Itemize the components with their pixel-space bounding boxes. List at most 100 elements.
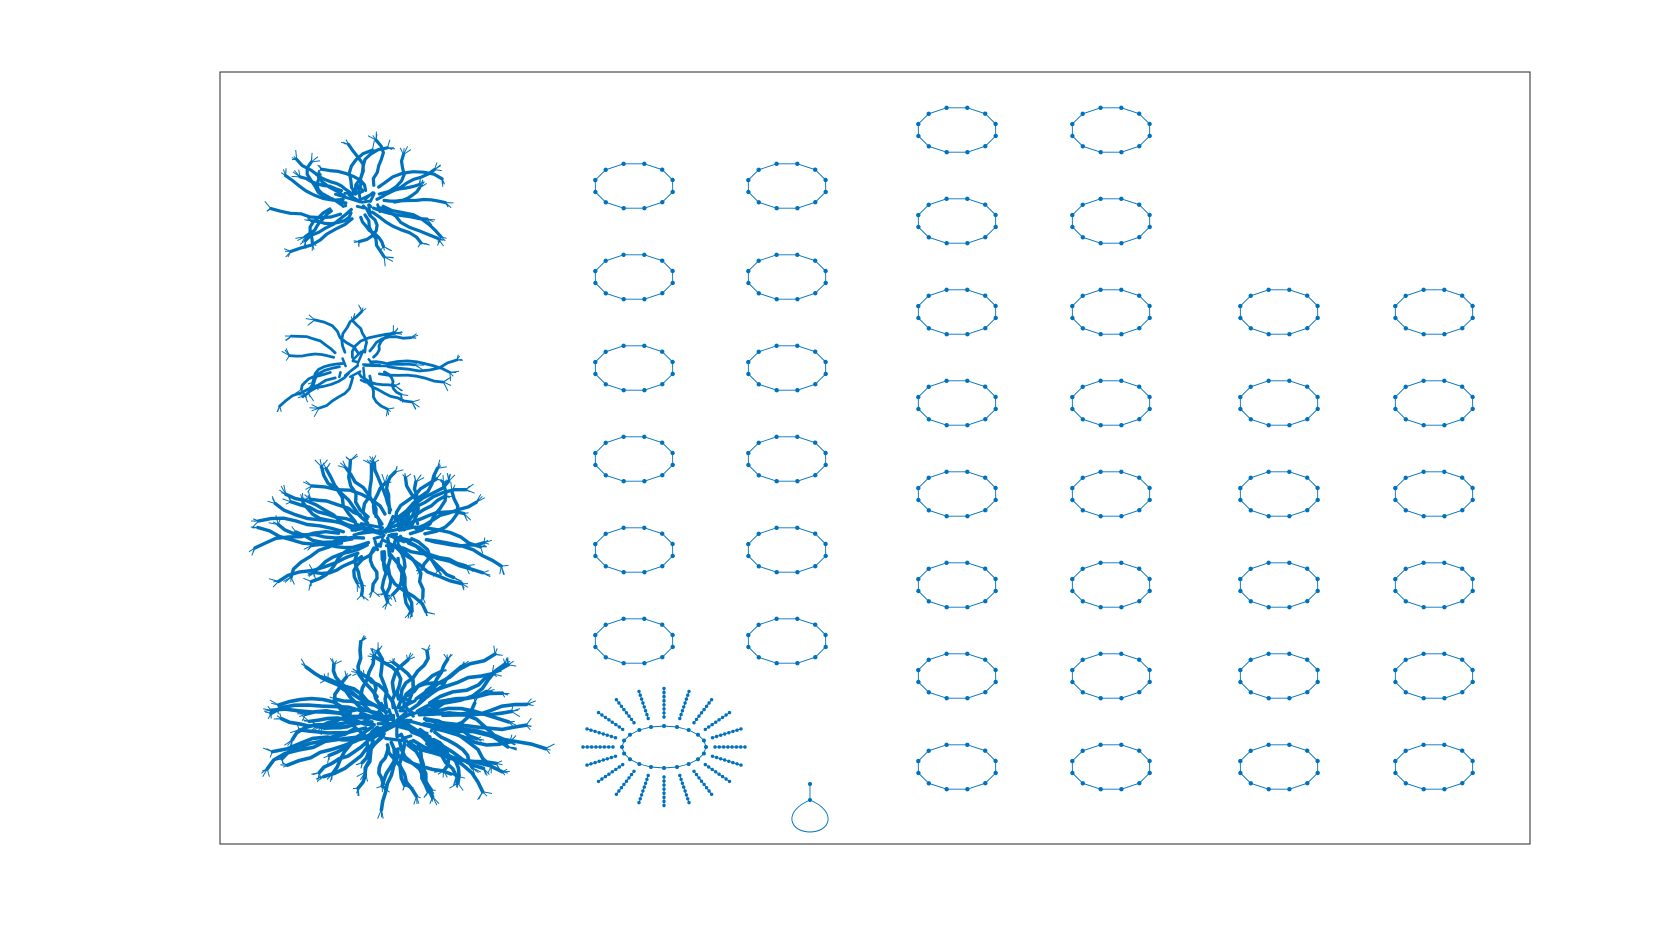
tree-branch xyxy=(371,138,385,187)
graph-node xyxy=(1470,667,1475,673)
graph-node xyxy=(603,291,608,296)
graph-node xyxy=(1080,202,1085,207)
tip-edge xyxy=(326,773,333,780)
graph-node xyxy=(1119,196,1124,201)
cycle-graph xyxy=(1070,196,1152,246)
graph-node xyxy=(1266,742,1271,747)
graph-node xyxy=(1266,469,1271,474)
branch-tip xyxy=(319,673,326,680)
graph-node xyxy=(642,785,646,789)
core-edge xyxy=(367,358,375,367)
graph-node xyxy=(597,731,601,735)
tree-branch xyxy=(363,213,386,259)
graph-node xyxy=(774,616,779,621)
branch-tip xyxy=(307,571,317,580)
tree-branch xyxy=(371,206,429,221)
graph-node xyxy=(1315,497,1320,503)
tip-edge xyxy=(371,140,375,151)
graph-node xyxy=(727,759,731,763)
graph-node xyxy=(1080,111,1085,117)
graph-node xyxy=(603,349,608,354)
graph-node xyxy=(662,711,666,715)
tip-edge xyxy=(337,465,347,469)
graph-node xyxy=(641,701,645,705)
tip-edge xyxy=(381,473,386,484)
tip-edge xyxy=(439,480,444,485)
tip-edge xyxy=(310,156,319,163)
branch-tip xyxy=(394,382,403,392)
graph-node xyxy=(1147,315,1152,321)
graph-node xyxy=(1119,560,1124,565)
tip-edge xyxy=(282,169,286,176)
tip-edge xyxy=(307,491,312,500)
graph-node xyxy=(916,485,921,491)
graph-node xyxy=(1137,508,1142,513)
tip-edge xyxy=(312,243,317,246)
branch-tip xyxy=(443,653,453,660)
branch-tip xyxy=(463,512,472,522)
graph-node xyxy=(619,704,624,708)
graph-node xyxy=(701,751,706,756)
branch-tip xyxy=(461,583,469,591)
graph-node xyxy=(916,406,921,412)
graph-node xyxy=(1421,696,1426,701)
graph-node xyxy=(1070,485,1075,491)
branch-tip xyxy=(413,795,421,805)
graph-node xyxy=(965,469,970,474)
graph-node xyxy=(642,570,647,575)
graph-node xyxy=(617,725,621,729)
branch-tip xyxy=(404,610,413,619)
tip-edge xyxy=(426,218,433,226)
branch-tip xyxy=(483,537,493,545)
graph-node xyxy=(1137,144,1142,149)
graph-node xyxy=(614,698,619,702)
graph-node xyxy=(1137,293,1142,298)
graph-node xyxy=(1315,303,1320,309)
tip-edge xyxy=(526,703,534,706)
tip-edge xyxy=(453,577,460,582)
graph-node xyxy=(965,196,970,201)
graph-node xyxy=(746,371,751,377)
cycle-graph xyxy=(1070,651,1152,701)
core-edge xyxy=(368,192,376,203)
graph-node xyxy=(621,570,626,575)
graph-node xyxy=(1421,469,1426,474)
graph-node xyxy=(1287,560,1292,565)
tip-edge xyxy=(482,572,491,578)
tip-edge xyxy=(472,767,481,773)
cycle-graph xyxy=(916,196,998,246)
graph-node xyxy=(756,349,761,354)
graph-node xyxy=(662,694,666,699)
branch-tip xyxy=(309,404,320,417)
graph-node xyxy=(662,787,666,791)
graph-node xyxy=(983,690,988,695)
tip-edge xyxy=(410,334,419,339)
graph-node xyxy=(727,731,731,735)
graph-node xyxy=(823,280,828,286)
graph-node xyxy=(983,781,988,786)
graph-node xyxy=(594,745,598,749)
tip-edge xyxy=(406,654,409,661)
tree-branch xyxy=(340,310,364,354)
graph-node xyxy=(1137,111,1142,116)
graph-node xyxy=(683,789,687,793)
tip-edge xyxy=(311,407,320,412)
tip-edge xyxy=(526,698,532,705)
graph-node xyxy=(621,727,625,732)
tree-graph xyxy=(264,131,454,267)
graph-node xyxy=(607,745,611,749)
graph-node xyxy=(823,553,828,559)
graph-node xyxy=(709,792,714,796)
tip-edge xyxy=(312,243,315,250)
tip-edge xyxy=(279,713,282,719)
graph-node xyxy=(1080,144,1086,149)
tip-edge xyxy=(507,746,514,750)
branch-tip xyxy=(279,484,287,495)
graph-node xyxy=(823,644,828,650)
graph-node xyxy=(795,388,800,393)
branch-tip xyxy=(273,713,282,720)
branch-tip xyxy=(377,809,384,819)
graph-node xyxy=(746,280,751,286)
graph-node xyxy=(944,241,949,246)
core-edge xyxy=(368,728,388,742)
